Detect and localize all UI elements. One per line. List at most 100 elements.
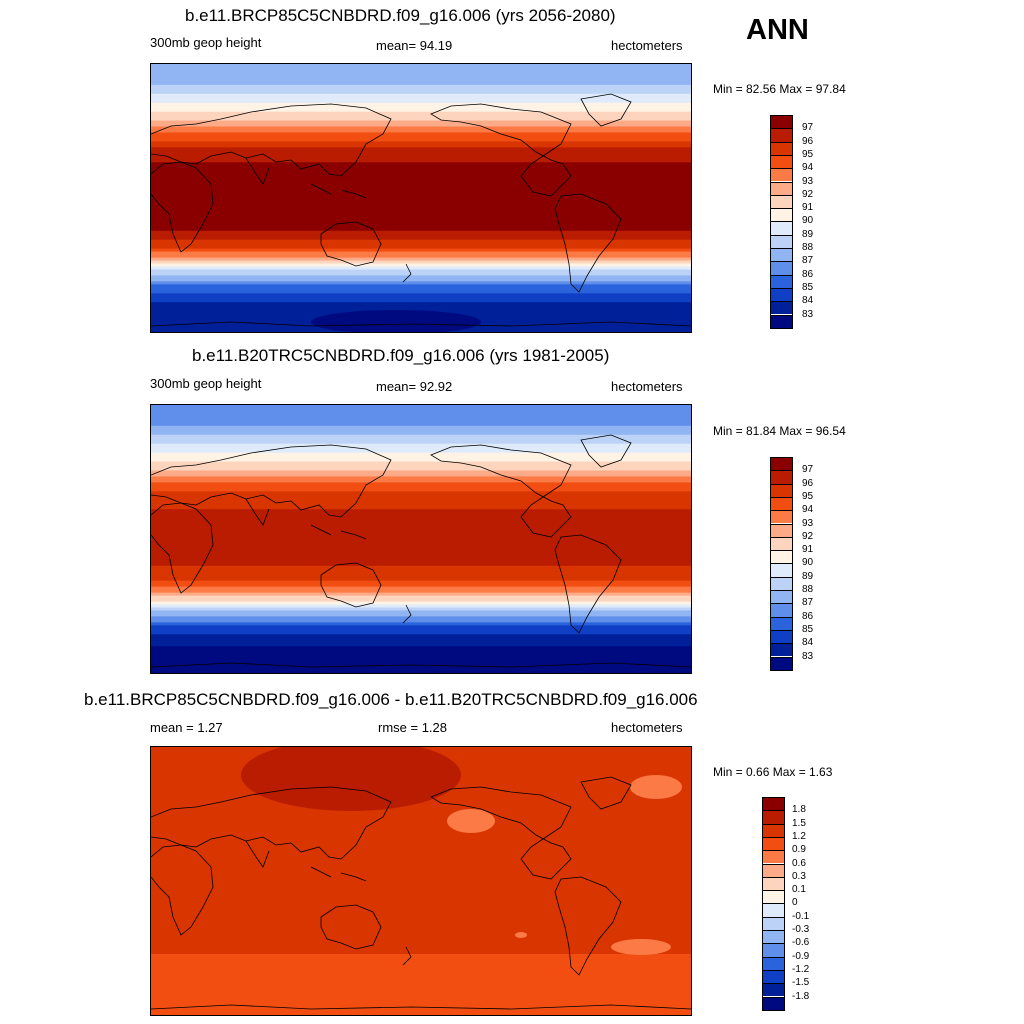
contour-band (151, 299, 691, 303)
contour-band (151, 1014, 691, 1015)
colorbar-tick-label: 89 (802, 570, 814, 582)
contour-band (151, 652, 691, 656)
contour-band (151, 927, 691, 931)
colorbar-swatch (762, 876, 784, 891)
contour-band (151, 257, 691, 262)
contour-band (151, 141, 691, 145)
contour-band (151, 900, 691, 904)
coastline (554, 534, 622, 634)
colorbar-tick-label: -1.2 (792, 963, 810, 975)
colorbar-tick-label: 92 (802, 530, 814, 542)
contour-band (151, 200, 691, 205)
contour-band (151, 215, 691, 220)
contour-band (151, 924, 691, 928)
contour-band (151, 574, 691, 579)
contour-band (151, 524, 691, 528)
contour-band (151, 981, 691, 985)
contour-band (151, 622, 691, 626)
colorbar-swatch (762, 916, 784, 930)
contour-band (151, 69, 691, 74)
contour-band (151, 434, 691, 439)
contour-band (151, 209, 691, 214)
contour-band (151, 99, 691, 104)
contour-band (151, 861, 691, 865)
coastline (151, 444, 392, 518)
coastline (151, 103, 392, 177)
contour-band (151, 1002, 691, 1006)
contour-band (151, 553, 691, 558)
coastline (310, 866, 367, 882)
contour-band (151, 816, 691, 820)
contour-band (151, 527, 691, 531)
colorbar-swatch (770, 168, 792, 182)
contour-band (151, 533, 691, 537)
colorbar-tick-label: 83 (802, 308, 814, 320)
colorbar-tick-label: 91 (802, 544, 814, 556)
contour-band (151, 885, 691, 889)
coastline (402, 604, 412, 624)
contour-band (151, 419, 691, 424)
contour-band (151, 248, 691, 253)
panel2-variable-label: 300mb geop height (150, 376, 262, 391)
panel2-minmax: Min = 81.84 Max = 96.54 (713, 424, 846, 438)
contour-band (151, 278, 691, 282)
contour-band (151, 601, 691, 606)
contour-band (151, 132, 691, 137)
contour-band (151, 405, 691, 409)
contour-band (151, 183, 691, 187)
colorbar-tick-label: 91 (802, 202, 814, 214)
colorbar-tick-label: 83 (802, 650, 814, 662)
colorbar-tick-label: 1.8 (792, 804, 806, 816)
contour-band (151, 598, 691, 603)
siberia-high-anomaly (241, 747, 461, 811)
panel3-contour-field (151, 747, 691, 1015)
contour-band (151, 296, 691, 300)
colorbar-tick-label: -1.5 (792, 977, 810, 989)
contour-band (151, 984, 691, 988)
contour-band (151, 254, 691, 259)
contour-band (151, 670, 691, 673)
contour-band (151, 882, 691, 886)
colorbar-tick-label: 0.6 (792, 857, 806, 869)
contour-band (151, 891, 691, 895)
colorbar-swatch (770, 314, 792, 328)
contour-band (151, 903, 691, 907)
contour-band (151, 485, 691, 489)
contour-band (151, 969, 691, 973)
colorbar-tick-label: 86 (802, 610, 814, 622)
contour-band (151, 1008, 691, 1012)
contour-band (151, 135, 691, 140)
contour-band (151, 565, 691, 570)
contour-band (151, 156, 691, 160)
contour-band (151, 801, 691, 805)
colorbar-swatch (762, 903, 784, 917)
contour-band (151, 410, 691, 415)
contour-band (151, 245, 691, 250)
contour-band (151, 975, 691, 979)
colorbar-swatch (762, 996, 784, 1010)
panel1-contour-field (151, 64, 691, 332)
contour-band (151, 165, 691, 169)
contour-band (151, 203, 691, 208)
contour-band (151, 230, 691, 235)
colorbar-tick-label: 94 (802, 504, 814, 516)
colorbar-tick-label: 88 (802, 242, 814, 253)
contour-band (151, 592, 691, 597)
contour-band (151, 290, 691, 294)
coastline (151, 1004, 691, 1010)
coastline (554, 876, 622, 976)
colorbar-tick-label: -1.8 (792, 990, 810, 1002)
contour-band (151, 233, 691, 238)
colorbar-swatch (770, 656, 792, 670)
contour-band (151, 577, 691, 582)
contour-band (151, 945, 691, 949)
contour-band (151, 126, 691, 131)
colorbar-swatch (770, 128, 792, 142)
contour-band (151, 416, 691, 421)
north-atlantic-low-anomaly (630, 775, 682, 799)
contour-band (151, 78, 691, 83)
panel2-units-label: hectometers (611, 379, 683, 394)
contour-band (151, 443, 691, 448)
colorbar-swatch (762, 823, 784, 837)
contour-band (151, 302, 691, 306)
